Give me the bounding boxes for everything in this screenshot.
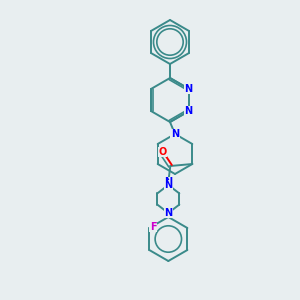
Text: O: O (158, 147, 166, 157)
Text: N: N (164, 177, 172, 187)
Text: N: N (184, 106, 192, 116)
Text: N: N (184, 84, 192, 94)
Text: N: N (164, 208, 172, 218)
Text: N: N (164, 180, 172, 190)
Text: F: F (150, 222, 157, 232)
Text: N: N (171, 129, 179, 139)
